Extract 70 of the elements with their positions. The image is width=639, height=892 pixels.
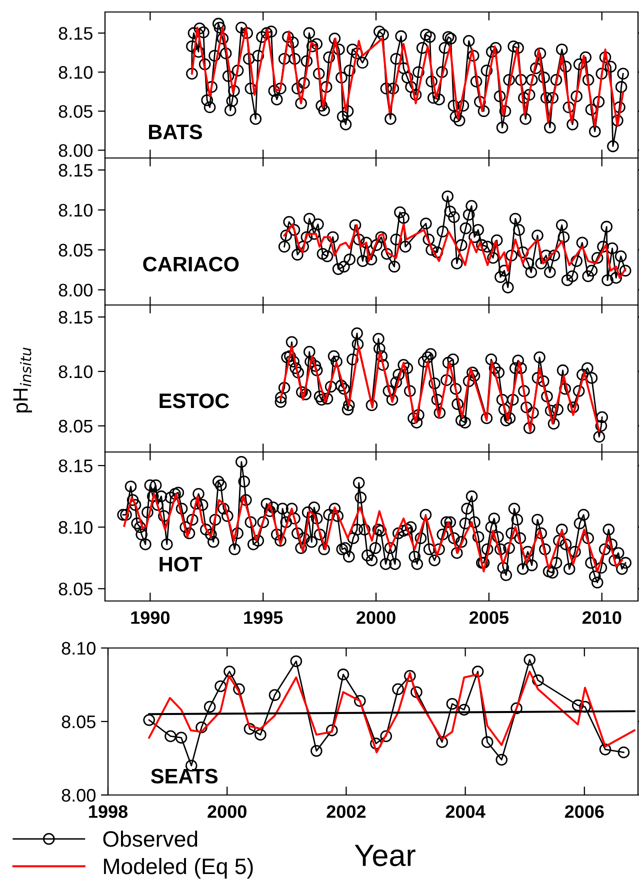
y-tick-label: 8.05 <box>62 715 96 728</box>
point <box>214 680 226 692</box>
y-tick-label: 8.10 <box>62 642 96 655</box>
y-tick-label: 8.05 <box>58 582 92 596</box>
x-tick-label: 1998 <box>89 805 128 818</box>
y-tick-label: 8.05 <box>58 244 92 257</box>
point <box>404 670 416 682</box>
point <box>618 746 630 758</box>
y-tick-label: 8.10 <box>58 204 92 217</box>
point <box>599 744 612 756</box>
point <box>244 722 256 735</box>
point <box>446 698 458 710</box>
x-tick-label: 1990 <box>131 611 170 624</box>
x-tick-label: 2002 <box>326 805 366 818</box>
point <box>370 738 382 750</box>
point <box>254 728 266 741</box>
legend-label: Modeled (Eq 5) <box>104 858 253 879</box>
y-tick-label: 8.15 <box>58 459 92 472</box>
y-tick-label: 8.15 <box>58 310 92 324</box>
point <box>481 736 494 748</box>
annotation: SEATS <box>151 768 218 784</box>
y-tick-label: 8.00 <box>62 788 96 802</box>
point <box>472 666 484 678</box>
point <box>510 702 522 714</box>
legend-label: Observed <box>103 830 198 847</box>
x-axis-title: Year <box>354 844 416 866</box>
x-tick-label: 1995 <box>244 611 283 624</box>
y-tick-label: 8.00 <box>58 284 92 297</box>
point <box>224 666 236 678</box>
y-tick-label: 8.10 <box>58 66 92 79</box>
point <box>143 714 155 726</box>
point <box>337 668 350 680</box>
point <box>290 655 302 668</box>
x-tick-label: 2000 <box>208 805 246 818</box>
x-tick-label: 2010 <box>582 611 622 624</box>
y-tick-label: 8.05 <box>58 420 92 433</box>
point <box>392 683 404 696</box>
point <box>164 730 176 742</box>
point <box>496 754 508 766</box>
point <box>196 721 208 734</box>
x-tick-label: 2004 <box>446 805 486 818</box>
point <box>572 699 584 712</box>
y-axis-title: pH$_{insitu}$ <box>13 348 32 412</box>
annotation: BATS <box>149 124 202 140</box>
y-tick-label: 8.10 <box>58 365 92 378</box>
point <box>579 700 591 713</box>
point <box>233 683 245 696</box>
point <box>410 686 422 698</box>
annotation: CARIACO <box>143 256 239 272</box>
point <box>326 724 338 736</box>
x-tick-label: 2000 <box>356 611 396 624</box>
point <box>204 700 216 713</box>
annotation: ESTOC <box>160 393 230 408</box>
point <box>436 736 448 748</box>
point <box>268 689 281 701</box>
point <box>175 732 188 744</box>
point <box>310 744 322 757</box>
point <box>532 674 544 686</box>
point <box>524 654 536 666</box>
y-tick-label: 8.15 <box>58 27 92 40</box>
y-tick-label: 8.15 <box>58 164 92 177</box>
point <box>354 695 366 707</box>
annotation: HOT <box>160 556 202 572</box>
point <box>380 730 392 742</box>
point <box>458 704 470 716</box>
y-tick-label: 8.10 <box>58 521 92 534</box>
y-tick-label: 8.00 <box>58 144 92 157</box>
y-tick-label: 8.05 <box>58 105 92 118</box>
x-tick-label: 2006 <box>564 805 604 818</box>
x-tick-label: 2005 <box>469 611 509 624</box>
